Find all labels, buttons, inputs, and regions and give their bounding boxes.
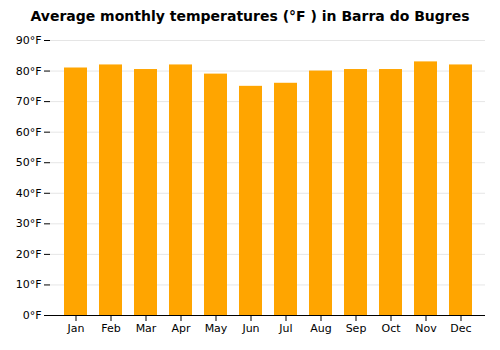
svg-text:70°F: 70°F: [16, 95, 42, 108]
svg-text:Apr: Apr: [171, 322, 191, 335]
svg-text:Sep: Sep: [346, 322, 367, 335]
svg-text:Oct: Oct: [381, 322, 401, 335]
svg-text:Nov: Nov: [415, 322, 437, 335]
svg-text:90°F: 90°F: [16, 34, 42, 47]
svg-text:30°F: 30°F: [16, 217, 42, 230]
svg-text:Mar: Mar: [136, 322, 157, 335]
svg-text:50°F: 50°F: [16, 156, 42, 169]
svg-text:80°F: 80°F: [16, 65, 42, 78]
html-text:Average monthly temperatures (: Average monthly temperatures (°F ) in Ba…: [30, 8, 470, 24]
svg-text:Jul: Jul: [278, 322, 292, 335]
svg-text:Jan: Jan: [67, 322, 85, 335]
svg-text:40°F: 40°F: [16, 187, 42, 200]
svg-text:May: May: [205, 322, 228, 335]
svg-text:60°F: 60°F: [16, 126, 42, 139]
svg-text:10°F: 10°F: [16, 278, 42, 291]
svg-text:20°F: 20°F: [16, 248, 42, 261]
svg-text:Jun: Jun: [241, 322, 259, 335]
svg-text:Dec: Dec: [450, 322, 471, 335]
svg-text:0°F: 0°F: [23, 309, 42, 322]
svg-text:Feb: Feb: [101, 322, 120, 335]
svg-text:Aug: Aug: [310, 322, 331, 335]
